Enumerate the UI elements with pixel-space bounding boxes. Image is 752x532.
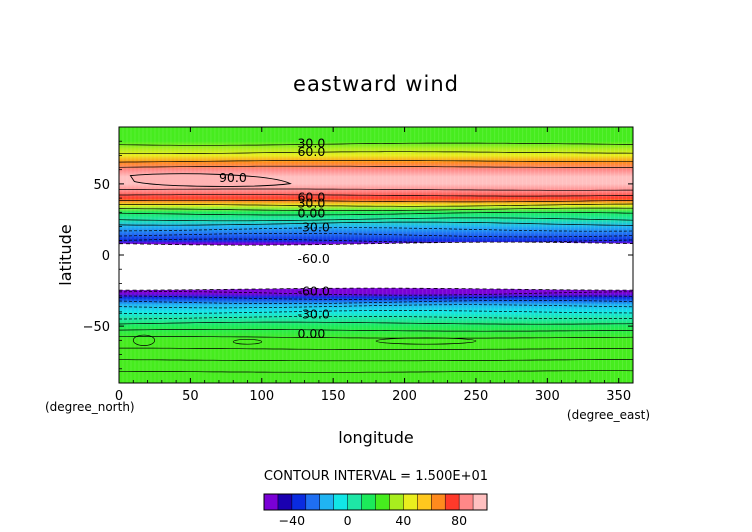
x-unit-label: (degree_east) xyxy=(567,408,650,422)
colorbar-tick-label: −40 xyxy=(279,513,305,528)
x-tick-label: 350 xyxy=(606,389,631,404)
chart-title: eastward wind xyxy=(293,72,459,96)
colorbar-swatch xyxy=(277,494,293,510)
contour-label: 30.0 xyxy=(297,195,325,210)
x-tick-label: 50 xyxy=(182,389,199,404)
contour-line xyxy=(119,359,633,362)
y-axis-ticks: −50 0 50 xyxy=(83,140,633,370)
colorbar-swatch xyxy=(347,494,362,510)
x-axis-label: longitude xyxy=(338,428,413,447)
colorbar-swatch xyxy=(291,494,307,510)
contour-line xyxy=(119,142,633,146)
contour-line xyxy=(119,291,633,296)
closed-contour xyxy=(375,337,477,345)
contour-line xyxy=(119,203,633,207)
y-tick-label: 50 xyxy=(93,178,110,193)
colorbar-tick-label: 0 xyxy=(344,513,352,528)
contour-line xyxy=(119,207,633,211)
contour-lines xyxy=(119,142,633,373)
colorbar-swatch xyxy=(403,494,418,510)
contour-line xyxy=(119,232,633,238)
contour-line xyxy=(119,221,633,226)
colorbar-swatch xyxy=(319,494,334,510)
colorbar-swatch xyxy=(333,494,348,510)
contour-line xyxy=(119,151,633,155)
colorbar-swatch xyxy=(445,494,460,510)
contour-line xyxy=(119,310,633,314)
contour-label: 60.0 xyxy=(297,190,325,205)
colorbar-tick-label: 40 xyxy=(395,513,411,528)
colorbar-swatch xyxy=(361,494,376,510)
contour-line xyxy=(119,238,633,243)
closed-contour xyxy=(232,338,263,345)
y-tick-label: 0 xyxy=(102,249,110,264)
contour-line xyxy=(119,211,633,216)
contour-line xyxy=(119,217,633,222)
contour-line xyxy=(119,300,633,304)
colorbar-swatch xyxy=(431,494,446,510)
contour-label: 0.00 xyxy=(297,326,325,341)
contour-line xyxy=(119,347,633,350)
contour-line xyxy=(119,336,633,339)
contour-label: -30.0 xyxy=(297,220,329,235)
x-tick-label: 100 xyxy=(249,389,274,404)
contour-label: 60.0 xyxy=(297,144,325,159)
jet-maximum-contour xyxy=(129,173,292,187)
colorbar-swatch xyxy=(375,494,390,510)
colorbar xyxy=(263,493,488,511)
contour-line xyxy=(119,315,633,320)
colorbar-tick-label: 80 xyxy=(451,513,467,528)
contour-label: 0.00 xyxy=(297,205,325,220)
x-tick-label: 0 xyxy=(115,389,123,404)
contour-line xyxy=(119,160,633,163)
colorbar-swatch xyxy=(459,494,474,510)
contour-label: 90.0 xyxy=(219,170,247,185)
y-tick-label: −50 xyxy=(83,320,110,335)
colorbar-swatch xyxy=(473,494,488,510)
contour-line xyxy=(119,304,633,309)
x-tick-label: 300 xyxy=(535,389,560,404)
contour-line xyxy=(119,328,633,332)
contour-label: -30.0 xyxy=(297,306,329,321)
contour-line xyxy=(119,370,633,373)
x-axis-ticks: 0 50 100 150 200 250 300 350 xyxy=(115,127,631,404)
contour-line xyxy=(119,199,633,203)
y-axis-label: latitude xyxy=(56,224,75,285)
contour-label: -60.0 xyxy=(297,251,329,266)
closed-contour xyxy=(132,334,156,346)
colorbar-swatch xyxy=(417,494,432,510)
contour-label: 30.0 xyxy=(297,136,325,151)
colorbar-swatch xyxy=(389,494,404,510)
contour-line xyxy=(119,321,633,325)
contour-line xyxy=(119,227,633,232)
contour-label: -60.0 xyxy=(297,284,329,299)
contour-line xyxy=(119,188,633,191)
missing-data-band xyxy=(119,241,633,291)
contour-labels: 30.060.090.060.030.00.00-30.0-60.0-60.0-… xyxy=(219,136,330,342)
contour-line xyxy=(119,165,633,168)
colorbar-swatch xyxy=(264,494,279,510)
contour-line xyxy=(119,194,633,197)
y-unit-label: (degree_north) xyxy=(45,400,135,414)
colorbar-ticks: −40 0 40 80 xyxy=(279,513,467,528)
x-tick-label: 150 xyxy=(321,389,346,404)
colorbar-swatch xyxy=(305,494,321,510)
contour-line xyxy=(119,295,633,300)
x-tick-label: 250 xyxy=(464,389,489,404)
x-tick-label: 200 xyxy=(392,389,417,404)
contour-interval-text: CONTOUR INTERVAL = 1.500E+01 xyxy=(264,469,488,484)
plot-area: 30.060.090.060.030.00.00-30.0-60.0-60.0-… xyxy=(119,127,633,383)
